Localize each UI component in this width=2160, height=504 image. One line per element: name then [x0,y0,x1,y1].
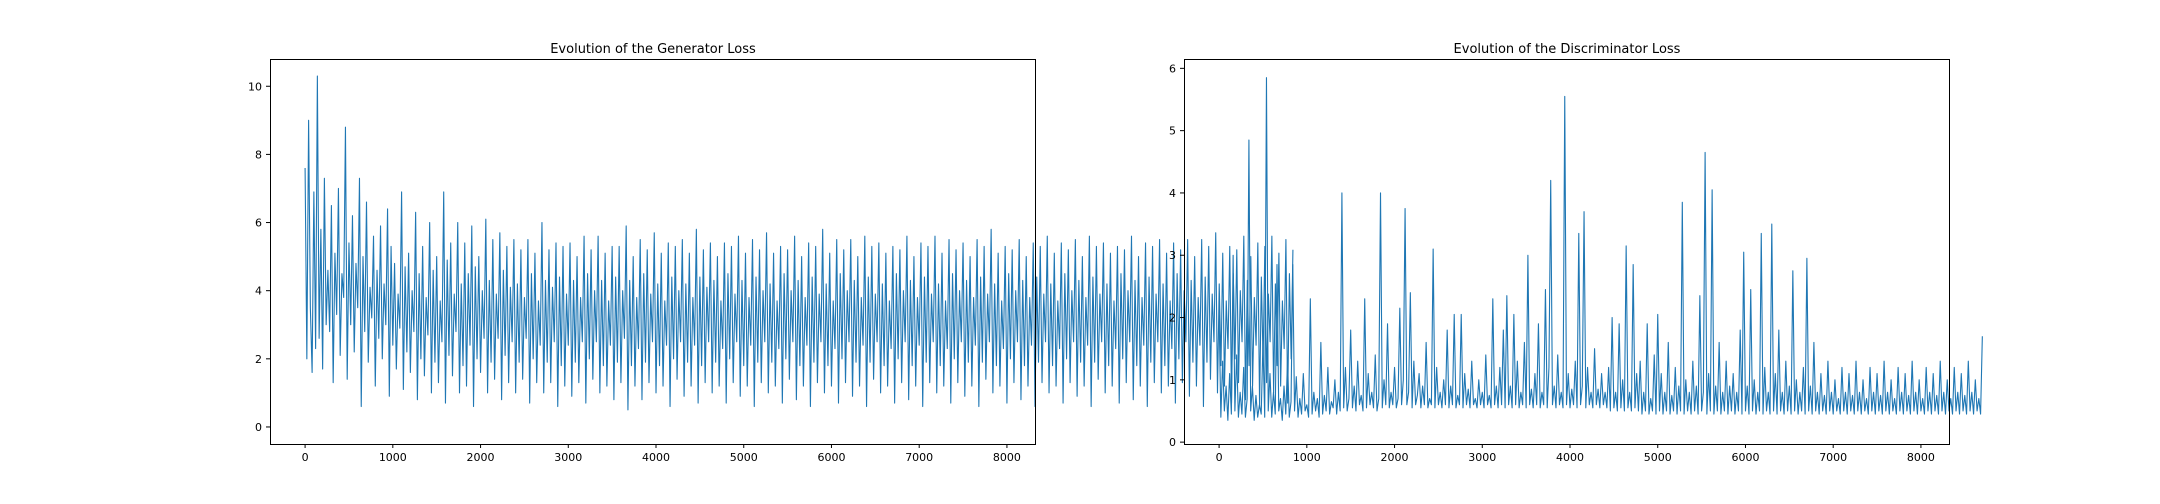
discriminator-loss-y-tick-label: 6 [1169,62,1176,75]
discriminator-loss-title: Evolution of the Discriminator Loss [1454,42,1681,57]
generator-loss-chart: Evolution of the Generator Loss 0 1000 200… [248,42,1294,464]
discriminator-loss-y-tick-label: 2 [1169,312,1176,325]
discriminator-loss-y-tick-label: 0 [1169,436,1176,449]
generator-loss-y-tick-label: 2 [255,353,262,366]
discriminator-loss-x-tick-label: 3000 [1468,451,1496,464]
discriminator-loss-x-tick-label: 4000 [1556,451,1584,464]
generator-loss-x-tick-label: 0 [302,451,309,464]
discriminator-loss-x-tick-label: 1000 [1293,451,1321,464]
generator-loss-x-tick-label: 3000 [554,451,582,464]
discriminator-loss-y-tick-label: 3 [1169,249,1176,262]
discriminator-loss-x-tick-label: 0 [1216,451,1223,464]
discriminator-loss-x-tick-label: 7000 [1819,451,1847,464]
generator-loss-x-tick-label: 7000 [905,451,933,464]
discriminator-loss-series-line-0 [1218,77,1983,421]
generator-loss-y-tick-label: 4 [255,285,262,298]
discriminator-loss-plot-frame [1184,59,1950,445]
generator-loss-x-tick-label: 2000 [467,451,495,464]
generator-loss-y-tick-label: 0 [255,421,262,434]
generator-loss-y-tick-label: 10 [248,80,262,93]
discriminator-loss-chart: Evolution of the Discriminator Loss 0 100… [1169,42,1983,464]
generator-loss-y-tick-label: 6 [255,217,262,230]
generator-loss-series-line-0 [304,75,1294,411]
generator-loss-y-tick-label: 8 [255,148,262,161]
discriminator-loss-y-tick-label: 4 [1169,187,1176,200]
discriminator-loss-x-tick-label: 6000 [1731,451,1759,464]
discriminator-loss-x-tick-label: 2000 [1381,451,1409,464]
generator-loss-x-tick-label: 8000 [993,451,1021,464]
generator-loss-title: Evolution of the Generator Loss [550,42,756,57]
discriminator-loss-x-tick-label: 5000 [1644,451,1672,464]
generator-loss-x-tick-label: 5000 [730,451,758,464]
generator-loss-x-tick-label: 6000 [817,451,845,464]
discriminator-loss-y-tick-label: 5 [1169,125,1176,138]
discriminator-loss-x-tick-label: 8000 [1907,451,1935,464]
discriminator-loss-y-tick-label: 1 [1169,374,1176,387]
generator-loss-plot-frame [270,59,1036,445]
generator-loss-x-tick-label: 1000 [379,451,407,464]
generator-loss-x-tick-label: 4000 [642,451,670,464]
